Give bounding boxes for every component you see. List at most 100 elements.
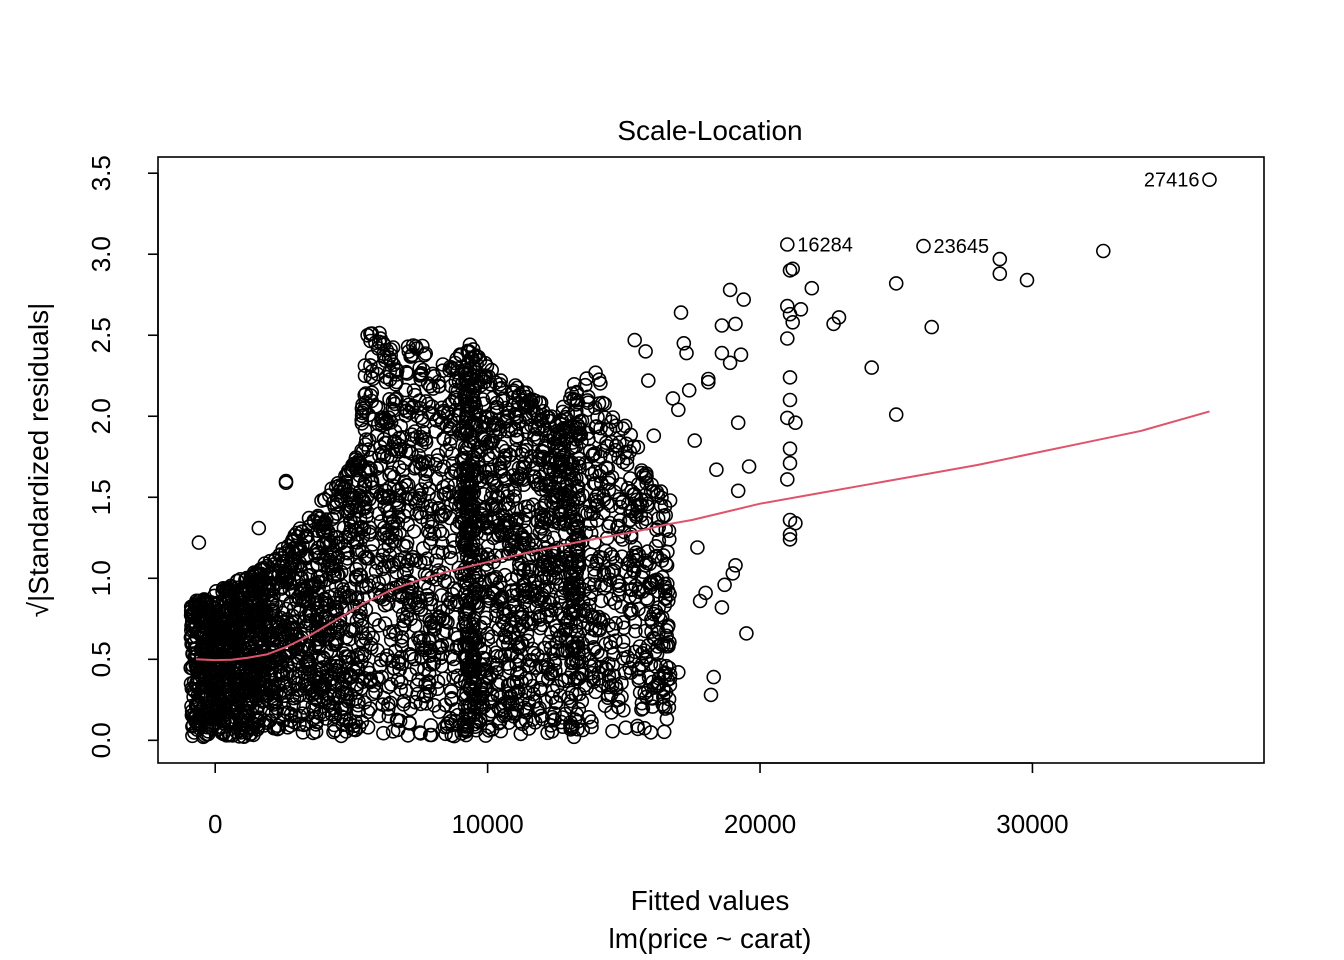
data-point (195, 679, 210, 695)
data-point (424, 591, 440, 607)
data-point (216, 620, 232, 635)
data-point (290, 650, 306, 665)
data-point (400, 516, 416, 532)
data-point (513, 726, 529, 742)
data-point (533, 481, 549, 497)
data-point (267, 693, 283, 709)
data-point (384, 525, 400, 540)
data-point (435, 357, 451, 372)
x-tick-label: 0 (208, 809, 222, 839)
data-point (648, 538, 664, 554)
data-point (613, 477, 628, 492)
data-point (393, 418, 409, 434)
data-point (509, 568, 525, 584)
data-point (308, 623, 324, 639)
data-point (343, 687, 359, 702)
data-point (311, 639, 327, 655)
data-point (584, 719, 599, 735)
data-point (456, 453, 472, 469)
data-point (381, 538, 397, 554)
data-point (404, 347, 420, 363)
data-point (300, 534, 316, 550)
data-point (638, 470, 654, 486)
data-point (337, 686, 353, 701)
data-point (457, 439, 473, 455)
data-point (504, 588, 520, 604)
data-point (588, 365, 603, 381)
data-point (414, 366, 429, 382)
data-point (390, 722, 406, 738)
data-point (924, 319, 940, 335)
data-point (631, 670, 647, 686)
data-point (625, 562, 641, 578)
data-point (459, 626, 475, 641)
data-point (485, 510, 501, 526)
data-point (709, 462, 724, 478)
data-point (384, 465, 399, 481)
data-point (183, 660, 198, 676)
data-point (273, 664, 289, 679)
data-point (365, 537, 381, 552)
data-point (568, 403, 584, 419)
data-point (357, 474, 373, 489)
data-point (706, 669, 722, 685)
data-point (722, 355, 738, 371)
data-point (458, 519, 473, 535)
data-point (533, 708, 549, 724)
data-point (615, 615, 631, 630)
data-point (527, 538, 543, 553)
data-point (545, 544, 561, 560)
data-point (394, 629, 410, 645)
data-point (434, 535, 450, 551)
data-point (489, 488, 505, 504)
data-point (293, 543, 309, 559)
data-point (315, 537, 331, 552)
smooth-line-layer (196, 410, 1210, 662)
data-point (568, 471, 584, 486)
data-point (457, 479, 472, 495)
data-point (287, 528, 303, 543)
data-point (224, 605, 239, 621)
data-point (631, 601, 646, 617)
data-point (405, 338, 421, 353)
data-point (271, 721, 287, 736)
data-point (337, 545, 353, 560)
data-point (189, 593, 204, 609)
data-point (290, 669, 306, 684)
data-point (458, 420, 474, 436)
data-point (571, 451, 587, 467)
data-point (348, 572, 364, 587)
data-point (662, 493, 678, 508)
data-point (287, 635, 302, 651)
y-axis: 0.0 0.5 1.0 1.5 2.0 2.5 3.0 3.5 (86, 155, 159, 758)
data-point (362, 701, 378, 716)
data-point (563, 718, 578, 734)
data-point (623, 606, 639, 621)
data-point (558, 621, 574, 637)
data-point (318, 592, 333, 608)
data-point (343, 667, 358, 683)
data-point (527, 469, 543, 484)
data-point (632, 685, 648, 700)
data-point (535, 449, 551, 465)
data-point (508, 442, 524, 458)
data-point (603, 591, 618, 607)
smooth-line (196, 410, 1210, 662)
data-point (412, 360, 428, 376)
data-point (561, 466, 577, 481)
data-point (499, 410, 515, 425)
data-point (679, 345, 694, 361)
data-point (458, 503, 474, 519)
data-point (540, 671, 556, 686)
data-point (301, 653, 316, 669)
data-point (457, 592, 473, 608)
data-point (305, 578, 321, 594)
data-point (483, 376, 498, 392)
data-point (728, 316, 743, 332)
data-point (465, 342, 481, 357)
data-point (542, 427, 558, 443)
data-point (360, 550, 376, 566)
data-point (517, 455, 533, 471)
data-point (638, 553, 653, 569)
data-point (335, 620, 351, 636)
